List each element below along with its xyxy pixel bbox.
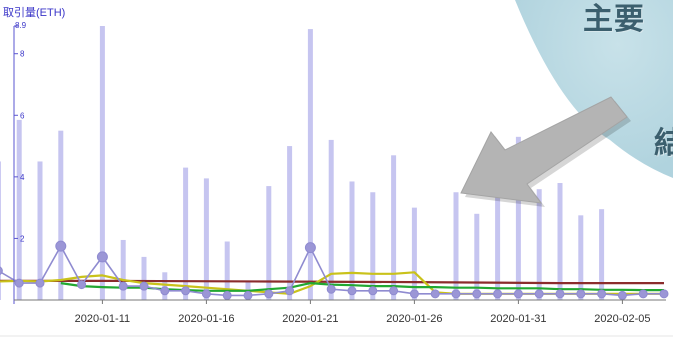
bar-2020-01-06 — [0, 161, 1, 300]
y-tick-label-6: 6 — [20, 111, 25, 120]
bar-2020-01-11 — [99, 26, 105, 300]
series-marker-2020-01-16 — [201, 289, 211, 299]
series-marker-2020-01-18 — [243, 290, 253, 300]
bar-2020-01-21 — [307, 29, 313, 301]
callout-title: 主要 — [583, 3, 645, 36]
series-marker-2020-01-27 — [430, 289, 440, 299]
series-group — [0, 240, 669, 300]
bar-2020-02-03 — [578, 215, 584, 300]
y-tick-label-4: 4 — [20, 173, 25, 182]
x-tick-label-2020-02-05: 2020-02-05 — [594, 313, 650, 325]
series-marker-2020-02-03 — [576, 289, 586, 299]
series-marker-2020-01-10 — [77, 280, 87, 290]
series-marker-2020-01-28 — [451, 289, 461, 299]
bar-2020-01-12 — [120, 239, 126, 300]
bar-2020-01-15 — [183, 167, 189, 300]
series-marker-2020-01-07 — [14, 278, 24, 288]
series-marker-2020-02-04 — [597, 289, 607, 299]
bar-2020-02-04 — [599, 209, 605, 300]
series-marker-2020-01-23 — [347, 286, 357, 296]
bar-2020-02-02 — [557, 183, 563, 300]
bar-2020-01-30 — [495, 167, 501, 300]
bar-2020-01-20 — [287, 146, 293, 300]
bar-2020-01-17 — [224, 241, 230, 300]
bar-2020-01-25 — [391, 155, 397, 300]
y-axis: 2 4 6 8 — [13, 25, 25, 304]
bar-2020-01-31 — [515, 136, 521, 300]
x-tick-label-2020-01-16: 2020-01-16 — [178, 313, 234, 325]
bar-2020-01-14 — [162, 272, 168, 300]
bar-2020-01-09 — [58, 130, 64, 300]
series-marker-2020-01-17 — [222, 290, 232, 300]
series-marker-2020-01-29 — [472, 289, 482, 299]
callout-decoration — [515, 0, 673, 178]
series-marker-2020-01-24 — [368, 286, 378, 296]
bar-2020-01-16 — [203, 178, 209, 300]
callout-arrow-group — [460, 96, 631, 207]
series-marker-2020-01-15 — [181, 286, 191, 296]
callout-arrow — [460, 96, 628, 204]
bar-2020-01-13 — [141, 256, 147, 300]
series-marker-2020-01-22 — [326, 284, 336, 294]
x-axis: 2020-01-11 2020-01-16 2020-01-21 2020-01-26… — [14, 299, 666, 325]
x-tick-label-2020-01-26: 2020-01-26 — [386, 313, 442, 325]
series-marker-2020-01-13 — [139, 281, 149, 291]
series-marker-2020-01-30 — [493, 289, 503, 299]
series-marker-2020-01-25 — [389, 286, 399, 296]
series-marker-2020-02-05 — [617, 290, 627, 300]
series-marker-2020-01-20 — [285, 286, 295, 296]
series-marker-2020-01-08 — [35, 278, 45, 288]
series-marker-2020-01-21 — [304, 242, 316, 254]
bar-2020-01-07 — [16, 119, 22, 300]
series-marker-2020-01-31 — [513, 289, 523, 299]
bar-2020-01-26 — [411, 207, 417, 300]
x-tick-label-2020-01-11: 2020-01-11 — [75, 313, 130, 325]
bar-2020-01-24 — [370, 192, 376, 300]
series-marker-2020-02-01 — [534, 289, 544, 299]
series-marker-2020-01-19 — [264, 289, 274, 299]
x-tick-label-2020-01-21: 2020-01-21 — [282, 313, 338, 325]
y-tick-label-2: 2 — [20, 234, 25, 243]
series-marker-2020-01-09 — [55, 240, 67, 252]
y-tick-label-8: 8 — [20, 50, 25, 59]
series-marker-2020-02-07 — [659, 289, 669, 299]
bar-2020-01-23 — [349, 181, 355, 300]
y-axis-max-label: 8.9 — [15, 21, 27, 30]
bar-2020-01-19 — [266, 186, 272, 300]
callout-subtitle: 結 — [654, 127, 673, 160]
series-marker-2020-02-02 — [555, 289, 565, 299]
bar-2020-01-22 — [328, 139, 334, 300]
series-marker-2020-01-06 — [0, 266, 3, 275]
series-line-3 — [0, 279, 664, 285]
series-line-0 — [0, 245, 664, 297]
series-marker-2020-02-06 — [638, 289, 648, 299]
bar-2020-01-28 — [453, 192, 459, 300]
bar-2020-01-08 — [37, 161, 43, 300]
x-tick-label-2020-01-31: 2020-01-31 — [490, 313, 546, 325]
bar-2020-01-29 — [474, 213, 480, 300]
series-marker-2020-01-14 — [160, 286, 170, 296]
callout-disc — [515, 0, 673, 178]
bar-2020-02-01 — [536, 189, 542, 300]
series-marker-2020-01-11 — [96, 251, 108, 263]
y-axis-label: 取引量(ETH) — [3, 7, 66, 19]
series-marker-2020-01-12 — [118, 281, 128, 291]
series-marker-2020-01-26 — [409, 289, 419, 299]
